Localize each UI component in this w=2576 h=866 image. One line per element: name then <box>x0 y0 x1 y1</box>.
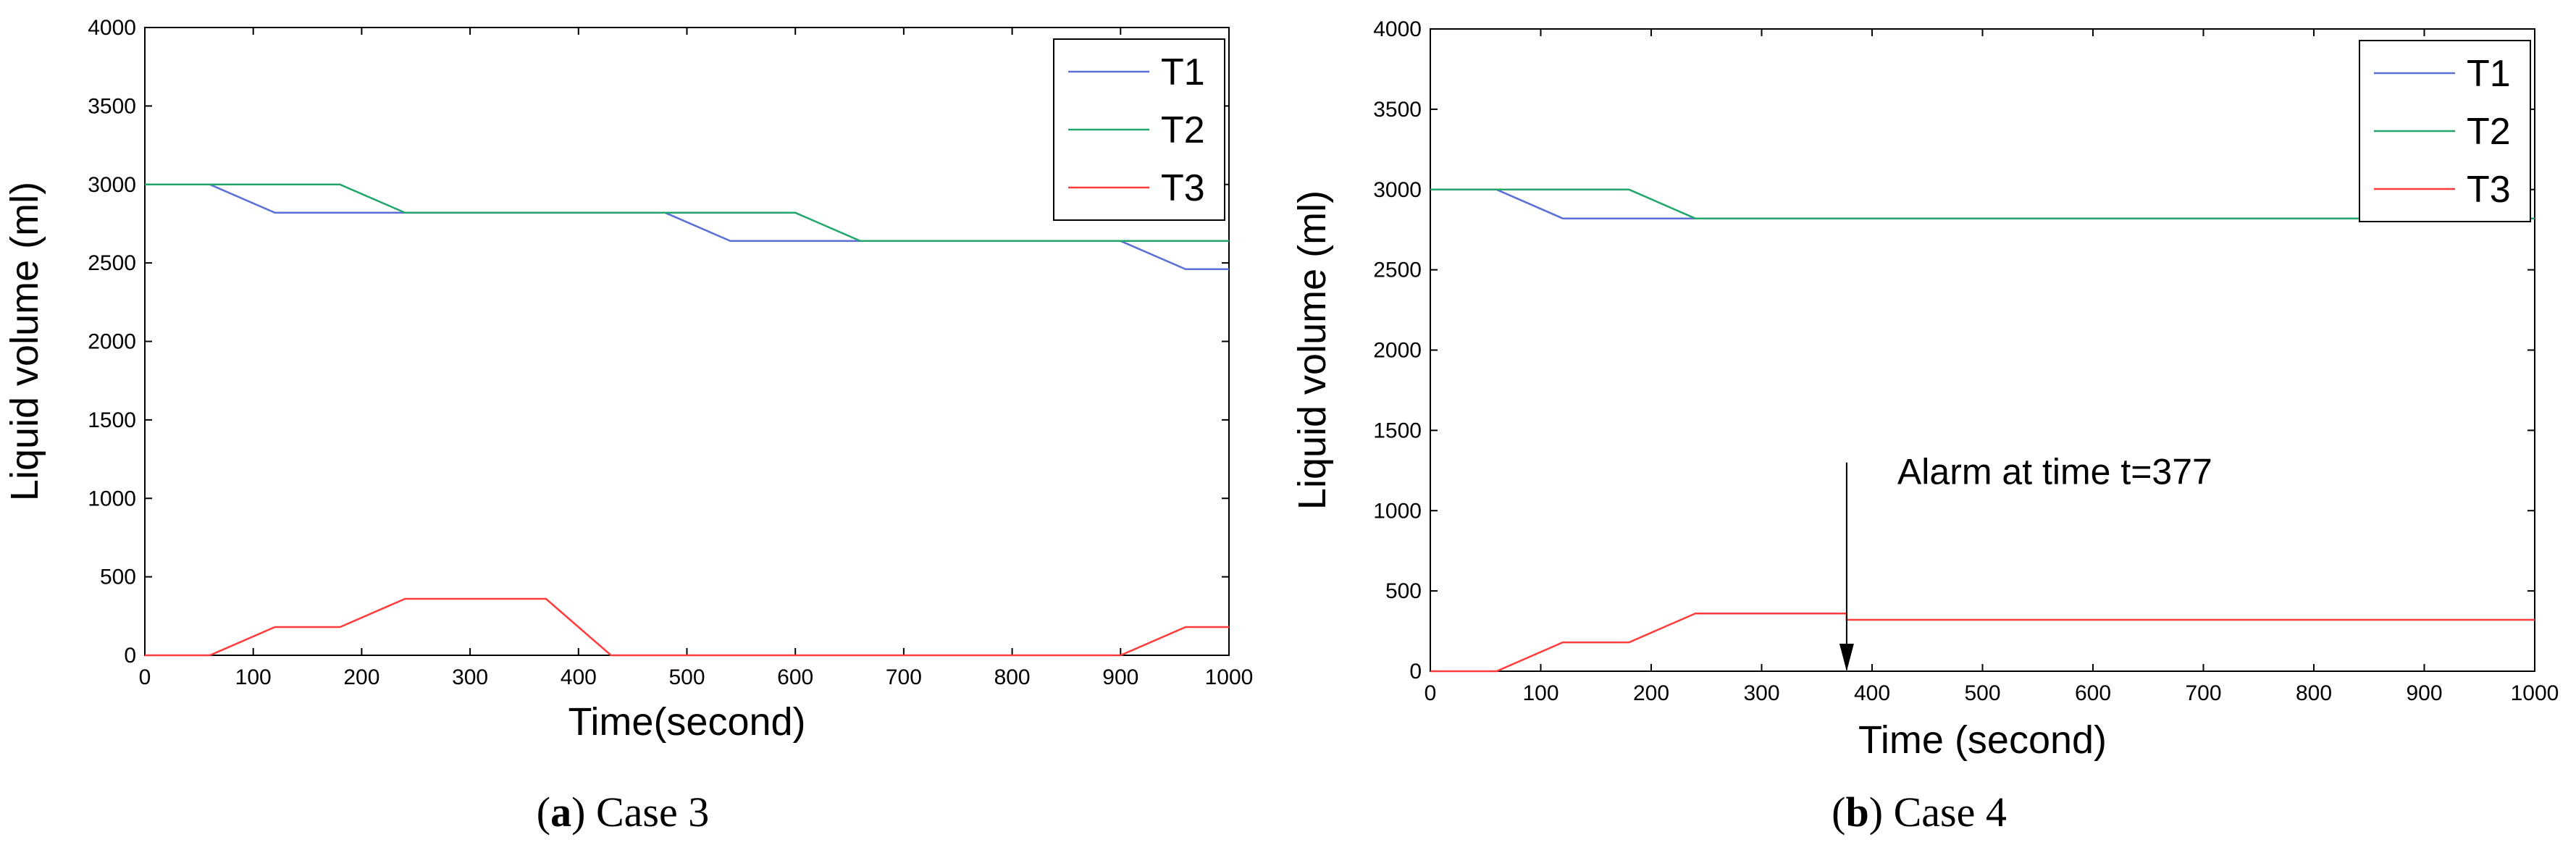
legend-label-T3: T3 <box>2467 169 2511 211</box>
y-tick-label: 0 <box>1409 660 1422 684</box>
y-tick-label: 2500 <box>88 251 136 275</box>
y-tick-label: 3500 <box>88 94 136 118</box>
y-tick-label: 2000 <box>88 330 136 354</box>
x-tick-label: 0 <box>1425 681 1437 705</box>
y-tick-label: 3500 <box>1373 98 1422 122</box>
x-tick-label: 0 <box>139 665 151 689</box>
x-tick-label: 100 <box>1522 681 1558 705</box>
x-tick-label: 400 <box>1854 681 1890 705</box>
x-tick-label: 100 <box>235 665 272 689</box>
plot-area <box>1430 28 2535 672</box>
y-tick-label: 4000 <box>1373 17 1422 41</box>
y-tick-label: 1000 <box>1373 499 1422 523</box>
legend-label-T1: T1 <box>1161 51 1205 93</box>
y-tick-label: 3000 <box>1373 178 1422 202</box>
y-axis-title: Liquid volume (ml) <box>3 182 46 501</box>
x-tick-label: 600 <box>777 665 813 689</box>
series-line-T2 <box>145 183 1229 243</box>
legend-label-T2: T2 <box>2467 111 2511 153</box>
legend: T1 T2 T3 <box>1053 38 1225 221</box>
x-tick-label: 700 <box>2185 681 2221 705</box>
x-tick-label: 500 <box>1964 681 2000 705</box>
y-tick-label: 500 <box>100 566 136 589</box>
y-tick-label: 500 <box>1385 579 1422 603</box>
x-tick-label: 900 <box>1102 665 1138 689</box>
legend: T1 T2 T3 <box>2359 40 2531 222</box>
alarm-arrow-head <box>1839 644 1854 671</box>
y-tick-label: 2500 <box>1373 258 1422 282</box>
series-line-T2 <box>1430 188 2535 219</box>
plot-area <box>144 27 1230 656</box>
x-tick-label: 1000 <box>2511 681 2559 705</box>
y-tick-label: 3000 <box>88 173 136 197</box>
alarm-annotation: Alarm at time t=377 <box>1897 452 2212 492</box>
x-tick-label: 900 <box>2406 681 2442 705</box>
y-tick-label: 1500 <box>88 408 136 432</box>
x-tick-label: 800 <box>994 665 1031 689</box>
y-axis-title: Liquid volume (ml) <box>1291 190 1334 510</box>
series-line-T1 <box>145 183 1229 271</box>
x-tick-label: 600 <box>2075 681 2111 705</box>
x-tick-label: 200 <box>343 665 379 689</box>
x-tick-label: 700 <box>886 665 922 689</box>
x-axis-title: Time (second) <box>1858 718 2107 762</box>
caption-b: (b) Case 4 <box>1832 789 2007 836</box>
caption-a: (a) Case 3 <box>536 789 710 836</box>
legend-label-T2: T2 <box>1161 109 1205 151</box>
chart-panel-b: 0 100 200 300 400 500 600 700 800 900 1000 0 500 1000… <box>1291 17 2559 762</box>
x-tick-label: 1000 <box>1205 665 1254 689</box>
y-tick-label: 0 <box>124 644 136 668</box>
y-tick-label: 1500 <box>1373 419 1422 442</box>
x-axis-title: Time(second) <box>568 700 805 744</box>
x-tick-label: 400 <box>561 665 597 689</box>
x-tick-label: 800 <box>2296 681 2332 705</box>
legend-label-T1: T1 <box>2467 53 2511 95</box>
chart-panel-a: 0 100 200 300 400 500 600 700 800 900 1000 0 500 1000… <box>3 16 1253 744</box>
x-tick-label: 200 <box>1633 681 1669 705</box>
legend-label-T3: T3 <box>1161 167 1205 209</box>
x-tick-label: 300 <box>1743 681 1779 705</box>
y-tick-label: 1000 <box>88 487 136 510</box>
y-tick-label: 4000 <box>88 16 136 40</box>
y-tick-label: 2000 <box>1373 339 1422 363</box>
series-line-T3 <box>145 597 1229 657</box>
x-tick-label: 500 <box>668 665 705 689</box>
x-tick-label: 300 <box>452 665 488 689</box>
